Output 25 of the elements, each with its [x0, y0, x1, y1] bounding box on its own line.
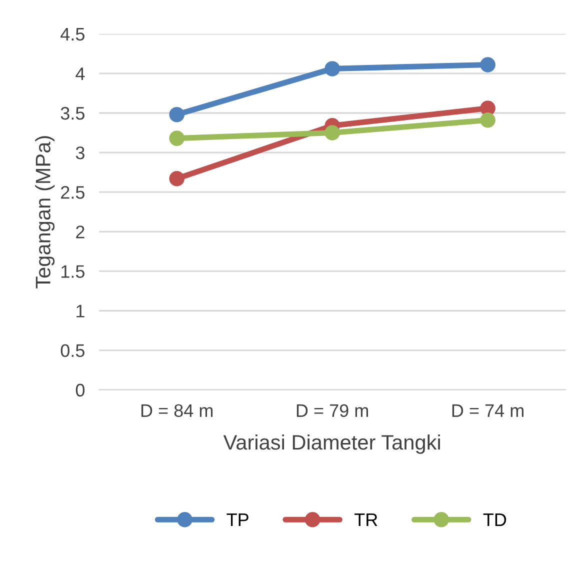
y-tick-label: 2.5 — [61, 186, 84, 199]
y-tick-label: 1 — [76, 304, 84, 318]
point — [169, 130, 184, 146]
x-tick-label: D = 84 m — [141, 404, 213, 417]
y-tick-label: 3 — [76, 146, 84, 160]
y-tick-label: 4 — [76, 68, 85, 80]
y-tick-label: 0 — [76, 384, 85, 397]
point — [169, 171, 184, 186]
y-tick-label: 3.5 — [60, 106, 84, 120]
y-tick-label: 0.5 — [60, 344, 84, 358]
x-tick-label: D = 79 m — [296, 404, 368, 417]
point — [324, 125, 340, 140]
x-axis-title: Variasi Diameter Tangki — [223, 434, 440, 454]
legend-label: TR — [354, 514, 378, 526]
x-tick-label: D = 74 m — [452, 404, 524, 417]
y-tick-label: 1.5 — [62, 265, 84, 278]
legend-label: TD — [483, 514, 506, 526]
point — [480, 112, 496, 128]
y-tick-label: 4.5 — [60, 28, 84, 41]
point — [169, 106, 184, 122]
point — [480, 57, 496, 72]
y-axis-title: Tegangan (MPa) — [35, 136, 55, 288]
legend-label: TP — [226, 514, 248, 526]
y-tick-label: 2 — [76, 226, 84, 238]
point — [324, 61, 340, 76]
